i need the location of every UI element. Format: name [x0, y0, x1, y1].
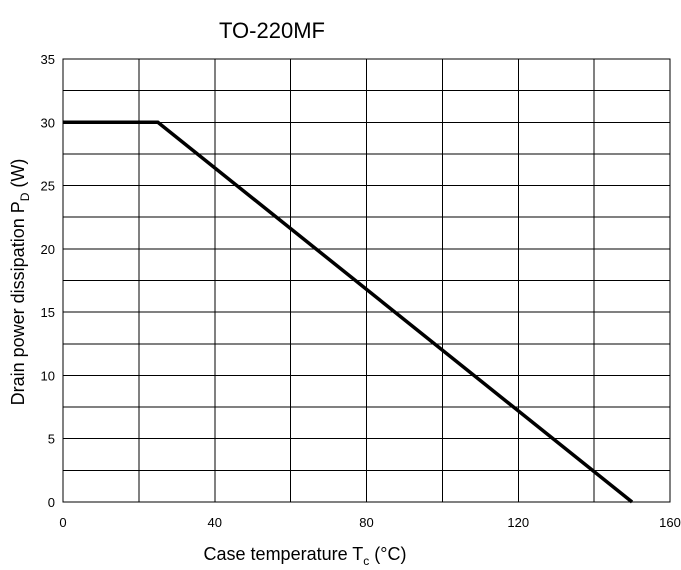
y-axis-label-sub: D: [18, 192, 32, 201]
chart-title: TO-220MF: [219, 18, 325, 43]
y-tick-label: 20: [41, 242, 55, 257]
x-tick-label: 160: [659, 515, 681, 530]
y-tick-label: 0: [48, 495, 55, 510]
y-axis-label: Drain power dissipation PD (W): [8, 159, 32, 406]
y-axis-label-main: Drain power dissipation P: [8, 201, 28, 405]
x-axis-label-unit: (°C): [369, 544, 406, 564]
grid: [63, 59, 670, 502]
x-axis-label-main: Case temperature T: [204, 544, 364, 564]
series-group: [63, 120, 634, 504]
y-tick-label: 10: [41, 368, 55, 383]
y-tick-label: 30: [41, 115, 55, 130]
x-tick-label: 120: [507, 515, 529, 530]
series-line-1: [63, 120, 634, 504]
plot-frame: [62, 58, 671, 503]
x-tick-labels: 0 40 80 120 160: [59, 515, 680, 530]
y-tick-label: 15: [41, 305, 55, 320]
x-tick-label: 0: [59, 515, 66, 530]
y-axis-label-unit: (W): [8, 159, 28, 193]
x-tick-label: 80: [359, 515, 373, 530]
y-tick-labels: 0 5 10 15 20 25 30 35: [41, 52, 55, 510]
y-tick-label: 35: [41, 52, 55, 67]
y-tick-label: 25: [41, 179, 55, 194]
x-axis-label: Case temperature Tc (°C): [204, 544, 407, 568]
y-tick-label: 5: [48, 432, 55, 447]
x-axis-label-sub: c: [363, 554, 369, 568]
x-tick-label: 40: [208, 515, 222, 530]
